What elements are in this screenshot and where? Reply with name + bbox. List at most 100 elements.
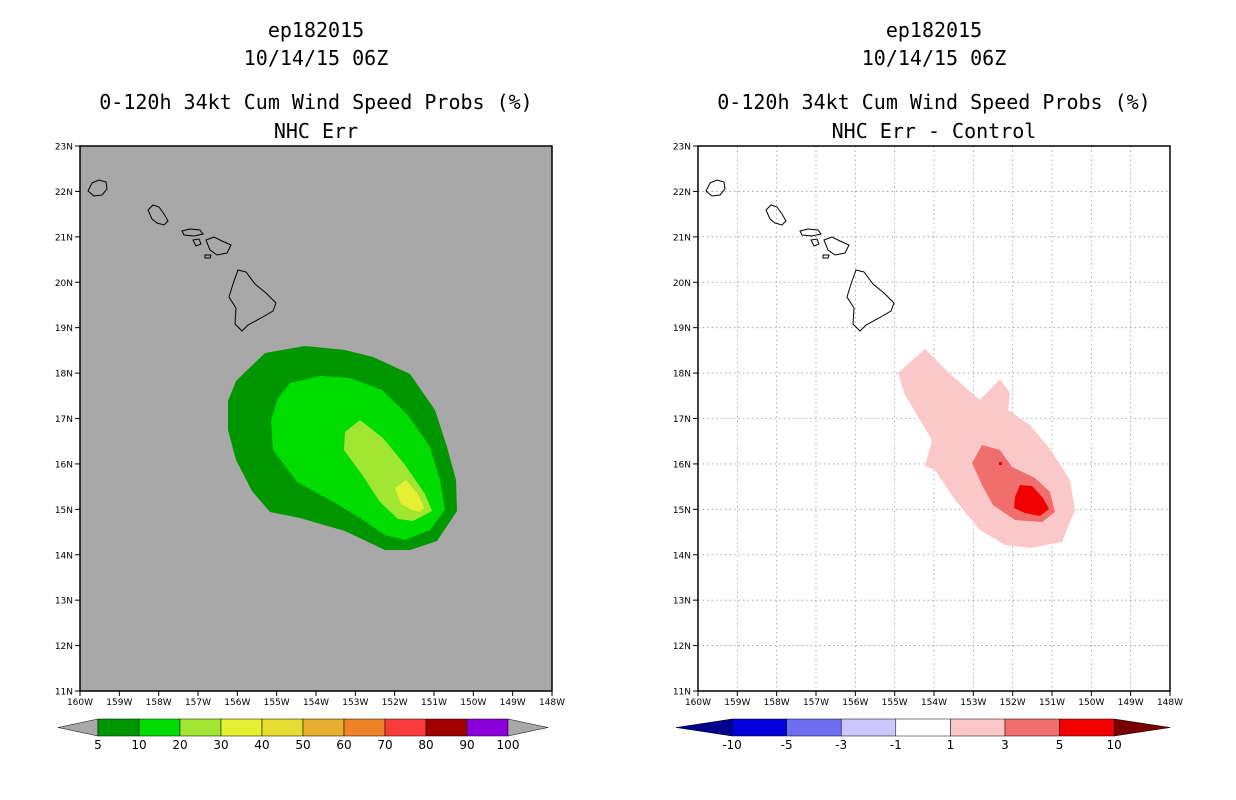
left-colorbar: 5 10 20 30 40 50 60 70 80 90 100 [57,718,549,752]
left-lon-tick-label: 151W [421,698,447,708]
right-lon-tick-label: 155W [882,698,908,708]
right-colorbar-label: -1 [890,738,902,752]
left-lon-tick-label: 156W [224,698,250,708]
left-colorbar-swatch [384,718,427,737]
left-chart-subtitle: NHC Err [273,119,359,143]
left-colorbar-swatch [179,718,222,737]
right-colorbar-label: -10 [722,738,742,752]
left-colorbar-label: 70 [377,738,392,752]
right-chart-subtitle: NHC Err - Control [831,119,1037,143]
left-storm-id: ep182015 [267,18,365,42]
left-lat-tick-label: 16N [55,460,73,470]
right-colorbar-swatch [950,718,1006,737]
left-lat-tick-label: 12N [55,642,73,652]
right-lat-tick-label: 17N [673,415,691,425]
left-datetime: 10/14/15 06Z [243,46,389,70]
left-colorbar-low-arrow [57,718,99,737]
left-colorbar-label: 30 [213,738,228,752]
right-lat-tick-label: 18N [673,370,691,380]
right-colorbar-swatch [895,718,951,737]
left-lat-tick-label: 17N [55,415,73,425]
right-colorbar-label: 5 [1056,738,1064,752]
right-lon-tick-label: 158W [764,698,790,708]
left-colorbar-swatch [466,718,509,737]
left-lat-tick-label: 22N [55,188,73,198]
right-lon-tick-label: 151W [1039,698,1065,708]
right-colorbar-low-arrow [675,718,733,737]
right-lat-tick-label: 20N [673,279,691,289]
left-map: 23N22N21N20N19N18N17N16N15N14N13N12N11N1… [55,143,565,709]
left-lat-tick-label: 15N [55,506,73,516]
right-colorbar-swatch [840,718,897,737]
left-colorbar-swatch [138,718,181,737]
right-lat-tick-label: 16N [673,460,691,470]
right-storm-id: ep182015 [885,18,983,42]
right-lon-tick-label: 160W [685,698,711,708]
right-colorbar-high-arrow [1113,718,1171,737]
left-colorbar-label: 40 [254,738,269,752]
right-lat-tick-label: 22N [673,188,691,198]
left-colorbar-label: 100 [497,738,520,752]
left-lat-tick-label: 13N [55,597,73,607]
left-lon-tick-label: 157W [185,698,211,708]
left-colorbar-label: 10 [131,738,146,752]
right-lon-tick-label: 157W [803,698,829,708]
left-lat-tick-label: 23N [55,143,73,153]
left-lon-tick-label: 160W [67,698,93,708]
left-colorbar-swatch [425,718,468,737]
right-lat-tick-label: 13N [673,597,691,607]
right-lon-tick-label: 148W [1157,698,1183,708]
right-lon-tick-label: 156W [842,698,868,708]
right-colorbar-label: -3 [835,738,847,752]
left-colorbar-label: 5 [94,738,102,752]
left-colorbar-swatch [261,718,304,737]
right-lon-tick-label: 153W [960,698,986,708]
left-lat-tick-label: 21N [55,233,73,243]
right-colorbar-label: 3 [1001,738,1009,752]
left-lat-tick-label: 14N [55,551,73,561]
right-chart-title: 0-120h 34kt Cum Wind Speed Probs (%) [717,90,1151,114]
right-colorbar-swatch [1059,718,1115,737]
right-lat-tick-label: 12N [673,642,691,652]
right-colorbar-label: -5 [781,738,793,752]
left-lat-tick-label: 18N [55,370,73,380]
right-lat-tick-label: 19N [673,324,691,334]
right-lat-tick-label: 14N [673,551,691,561]
left-lon-tick-label: 153W [342,698,368,708]
left-lon-tick-label: 159W [106,698,132,708]
right-lat-tick-label: 21N [673,233,691,243]
right-lon-tick-label: 150W [1078,698,1104,708]
left-colorbar-high-arrow [507,718,549,737]
right-gridlines [698,146,1170,691]
left-lon-tick-label: 148W [539,698,565,708]
left-colorbar-swatch [302,718,345,737]
right-map: 23N22N21N20N19N18N17N16N15N14N13N12N11N1… [673,143,1183,709]
left-lon-tick-label: 152W [382,698,408,708]
right-lat-tick-label: 11N [673,688,691,698]
right-colorbar-label: 1 [947,738,955,752]
left-contour-30 [395,480,424,512]
left-lat-tick-label: 20N [55,279,73,289]
right-lat-tick-label: 23N [673,143,691,153]
right-axes: 23N22N21N20N19N18N17N16N15N14N13N12N11N1… [673,143,1183,709]
left-colorbar-label: 20 [172,738,187,752]
left-axes: 23N22N21N20N19N18N17N16N15N14N13N12N11N1… [55,143,565,709]
left-lon-tick-label: 154W [303,698,329,708]
right-colorbar-swatch [786,718,842,737]
left-colorbar-label: 80 [418,738,433,752]
right-lat-tick-label: 15N [673,506,691,516]
left-colorbar-label: 60 [336,738,351,752]
right-contour-5-speck [999,462,1002,465]
right-colorbar-swatch [1004,718,1060,737]
right-lon-tick-label: 149W [1118,698,1144,708]
right-lon-tick-label: 152W [1000,698,1026,708]
right-colorbar-swatch [731,718,787,737]
left-lon-tick-label: 150W [460,698,486,708]
left-lon-tick-label: 158W [146,698,172,708]
left-lon-tick-label: 155W [264,698,290,708]
right-colorbar-label: 10 [1107,738,1122,752]
left-colorbar-swatch [343,718,386,737]
left-colorbar-swatch [220,718,263,737]
right-datetime: 10/14/15 06Z [861,46,1007,70]
